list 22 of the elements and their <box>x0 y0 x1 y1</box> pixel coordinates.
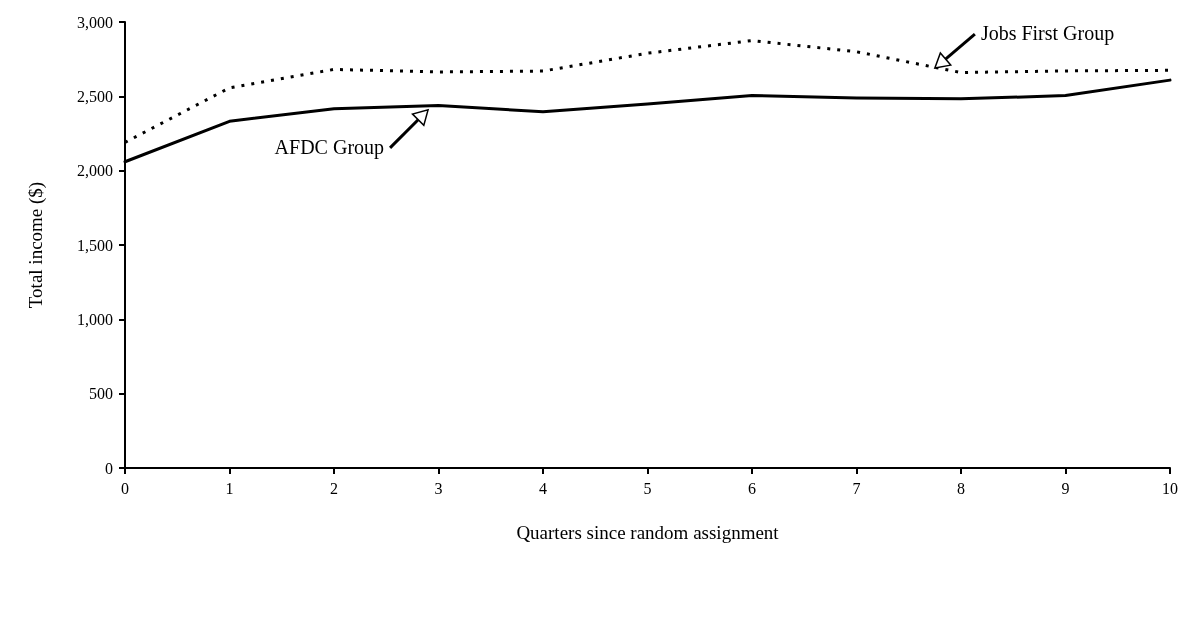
y-tick-label: 0 <box>105 459 113 477</box>
y-tick-label: 2,000 <box>77 162 113 180</box>
y-tick-label: 2,500 <box>77 87 113 105</box>
y-tick-label: 1,500 <box>77 236 113 254</box>
annotation: Jobs First Group <box>980 22 1115 46</box>
y-tick-label: 500 <box>89 385 113 403</box>
x-tick-label: 9 <box>1061 479 1070 497</box>
x-tick-label: 8 <box>957 479 965 497</box>
y-tick-label: 3,000 <box>77 13 113 31</box>
x-tick-label: 2 <box>330 479 338 497</box>
x-axis-title: Quarters since random assignment <box>516 522 780 543</box>
x-tick-label: 5 <box>643 479 652 497</box>
x-tick-label: 10 <box>1162 479 1178 497</box>
x-tick-label: 6 <box>748 479 756 497</box>
x-tick-label: 1 <box>225 479 234 497</box>
y-tick-label: 1,000 <box>77 310 113 328</box>
annotation: AFDC Group <box>274 135 385 159</box>
x-tick-label: 3 <box>434 479 443 497</box>
x-tick-label: 4 <box>539 479 547 497</box>
y-axis-title: Total income ($) <box>25 181 47 309</box>
x-tick-label: 0 <box>121 479 129 497</box>
x-tick-label: 7 <box>852 479 861 497</box>
